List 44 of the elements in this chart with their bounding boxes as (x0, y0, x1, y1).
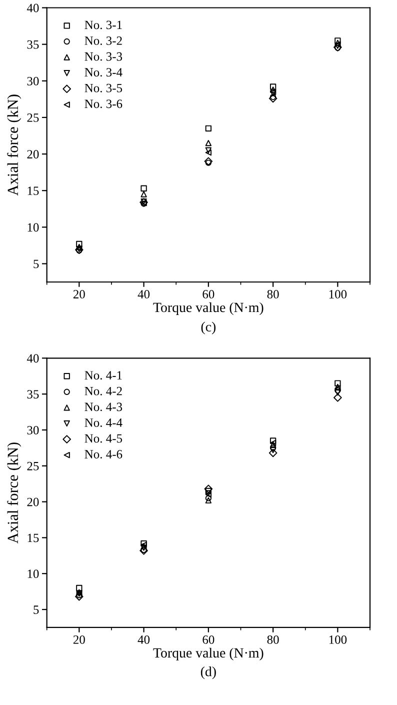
y-tick-label: 35 (27, 390, 39, 399)
y-tick-label: 20 (27, 150, 39, 158)
y-tick-label: 25 (27, 114, 39, 122)
legend-label: No. 3-2 (84, 36, 122, 45)
legend-label: No. 4-1 (84, 371, 122, 380)
legend-label: No. 3-4 (84, 68, 122, 77)
legend-label: No. 3-6 (84, 100, 122, 108)
y-tick-label: 20 (27, 498, 39, 506)
x-tick-label: 40 (138, 635, 150, 644)
x-tick-label: 80 (267, 290, 279, 298)
legend-label: No. 4-4 (84, 418, 122, 427)
y-axis-title: Axial force (kN) (7, 442, 22, 544)
y-tick-label: 10 (28, 223, 39, 232)
legend-label: No. 3-1 (84, 20, 122, 30)
x-tick-label: 20 (73, 635, 85, 644)
x-tick-label: 100 (329, 290, 347, 298)
y-tick-label: 15 (28, 534, 39, 542)
x-tick-label: 100 (329, 635, 347, 644)
y-tick-label: 30 (27, 76, 39, 86)
y-tick-label: 30 (27, 426, 39, 434)
x-tick-label: 60 (202, 290, 214, 298)
x-axis-title: Torque value (N·m) (153, 302, 264, 315)
y-tick-label: 10 (28, 570, 39, 578)
legend-label: No. 4-2 (84, 386, 122, 396)
y-tick-label: 5 (34, 606, 39, 614)
x-tick-label: 20 (73, 290, 85, 298)
y-tick-label: 40 (26, 4, 39, 12)
y-tick-label: 5 (34, 260, 39, 268)
x-tick-label: 60 (202, 635, 214, 644)
y-tick-label: 40 (26, 354, 39, 363)
y-axis-title: Axial force (kN) (7, 94, 22, 196)
y-tick-label: 15 (28, 186, 39, 196)
x-tick-label: 40 (138, 290, 150, 298)
x-axis-title: Torque value (N·m) (153, 648, 264, 660)
legend-label: No. 4-3 (84, 402, 122, 412)
y-tick-label: 35 (27, 40, 39, 49)
text: (d) (200, 666, 216, 680)
legend-label: No. 4-5 (84, 434, 122, 443)
text: (c) (201, 322, 216, 334)
y-tick-label: 25 (27, 462, 39, 470)
legend-label: No. 3-5 (84, 84, 122, 92)
legend-label: No. 3-3 (84, 52, 122, 61)
x-tick-label: 80 (267, 635, 279, 644)
legend-label: No. 4-6 (84, 450, 122, 459)
